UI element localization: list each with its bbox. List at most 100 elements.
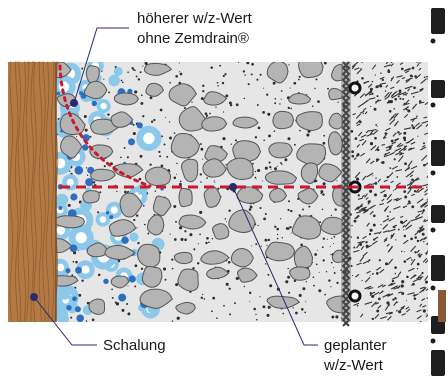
sand-speck <box>350 236 353 238</box>
dense-aggregate-dash <box>423 218 426 223</box>
dense-aggregate-dash <box>396 75 403 78</box>
sand-speck <box>313 284 315 287</box>
dense-aggregate-dash <box>415 73 422 80</box>
sand-speck <box>225 282 229 286</box>
dense-aggregate-dash <box>405 79 410 84</box>
sand-speck <box>266 244 268 247</box>
dense-aggregate-dash <box>387 247 393 253</box>
dense-aggregate-dash <box>389 151 395 156</box>
aggregate-stone <box>204 145 228 163</box>
sand-speck <box>320 192 323 195</box>
sand-speck <box>290 232 292 234</box>
sand-speck <box>262 111 265 114</box>
sand-speck <box>268 134 271 138</box>
sand-speck <box>180 237 184 241</box>
sand-speck <box>268 161 271 164</box>
sand-speck <box>254 136 258 139</box>
dense-aggregate-dash <box>401 313 406 316</box>
sand-speck <box>196 262 200 265</box>
sand-speck <box>235 276 239 280</box>
sand-speck <box>202 89 205 93</box>
sand-speck <box>134 90 138 94</box>
dense-aggregate-dash <box>421 145 426 148</box>
dense-aggregate-dash <box>390 282 396 286</box>
sand-speck <box>397 95 400 98</box>
dense-aggregate-dash <box>410 258 416 266</box>
aggregate-stone <box>272 110 295 130</box>
sand-speck <box>175 283 179 287</box>
sand-speck <box>116 190 118 193</box>
dense-aggregate-dash <box>391 165 398 170</box>
dense-aggregate-dash <box>371 301 377 308</box>
dense-aggregate-dash <box>362 107 367 112</box>
dense-aggregate-dash <box>352 64 356 70</box>
sand-speck <box>247 83 250 86</box>
aggregate-stone <box>297 187 319 205</box>
dense-aggregate-dash <box>385 311 393 315</box>
dense-aggregate-dash <box>357 131 363 137</box>
sand-speck <box>237 62 240 63</box>
dense-aggregate-dash <box>359 138 364 142</box>
wood-grain-line <box>17 61 22 323</box>
dense-aggregate-dash <box>391 141 396 145</box>
sand-speck <box>228 287 231 290</box>
sand-speck <box>421 271 424 275</box>
water-pore-core <box>75 232 87 244</box>
sand-speck <box>199 233 201 236</box>
right-panel-block <box>431 140 445 166</box>
dense-aggregate-dash <box>400 305 406 309</box>
water-droplet <box>128 138 135 146</box>
right-panel-bullet <box>430 285 436 291</box>
dense-aggregate-dash <box>382 223 389 230</box>
sand-speck <box>306 133 310 137</box>
aggregate-stone <box>232 140 262 163</box>
water-droplet <box>72 296 77 302</box>
dense-aggregate-dash <box>356 144 361 148</box>
aggregate-stone <box>266 62 289 84</box>
label-formwork: Schalung <box>103 337 166 354</box>
sand-speck <box>78 293 82 297</box>
dense-aggregate-dash <box>390 180 394 184</box>
sand-speck <box>107 138 109 140</box>
sand-speck <box>250 206 253 209</box>
sand-speck <box>422 309 426 313</box>
aggregate-stone <box>145 82 165 97</box>
water-pore-core <box>99 216 107 223</box>
water-droplet <box>105 211 110 215</box>
dense-aggregate-dash <box>375 302 380 305</box>
aggregate-stone <box>137 243 161 268</box>
sand-speck <box>280 162 282 164</box>
sand-speck <box>251 245 253 247</box>
dense-aggregate-dash <box>364 276 371 283</box>
dense-aggregate-dash <box>373 232 380 235</box>
aggregate-stone <box>86 242 109 258</box>
dense-aggregate-dash <box>355 215 360 219</box>
dense-aggregate-dash <box>406 181 415 186</box>
sand-speck <box>420 62 422 64</box>
sand-speck <box>423 241 425 243</box>
sand-speck <box>71 274 74 277</box>
sand-speck <box>332 267 335 269</box>
dense-aggregate-dash <box>410 274 416 280</box>
sand-speck <box>225 163 227 166</box>
sand-speck <box>179 226 183 230</box>
sand-speck <box>393 107 396 110</box>
water-droplet <box>121 236 129 244</box>
dense-aggregate-dash <box>360 245 365 251</box>
dense-aggregate-dash <box>393 197 399 201</box>
sand-speck <box>200 181 202 183</box>
sand-speck <box>351 150 354 154</box>
water-droplet <box>127 88 133 94</box>
dense-aggregate-dash <box>414 122 420 127</box>
dense-aggregate-dash <box>395 151 401 156</box>
dense-aggregate-dash <box>400 152 405 156</box>
sand-speck <box>378 259 381 262</box>
leader-dot-geplant <box>229 183 237 191</box>
dense-aggregate-dash <box>396 182 401 187</box>
dense-aggregate-dash <box>419 225 424 232</box>
sand-speck <box>189 233 193 237</box>
dense-aggregate-dash <box>387 91 393 98</box>
sand-speck <box>326 238 328 240</box>
sand-speck <box>381 78 384 82</box>
dense-aggregate-dash <box>362 259 370 265</box>
